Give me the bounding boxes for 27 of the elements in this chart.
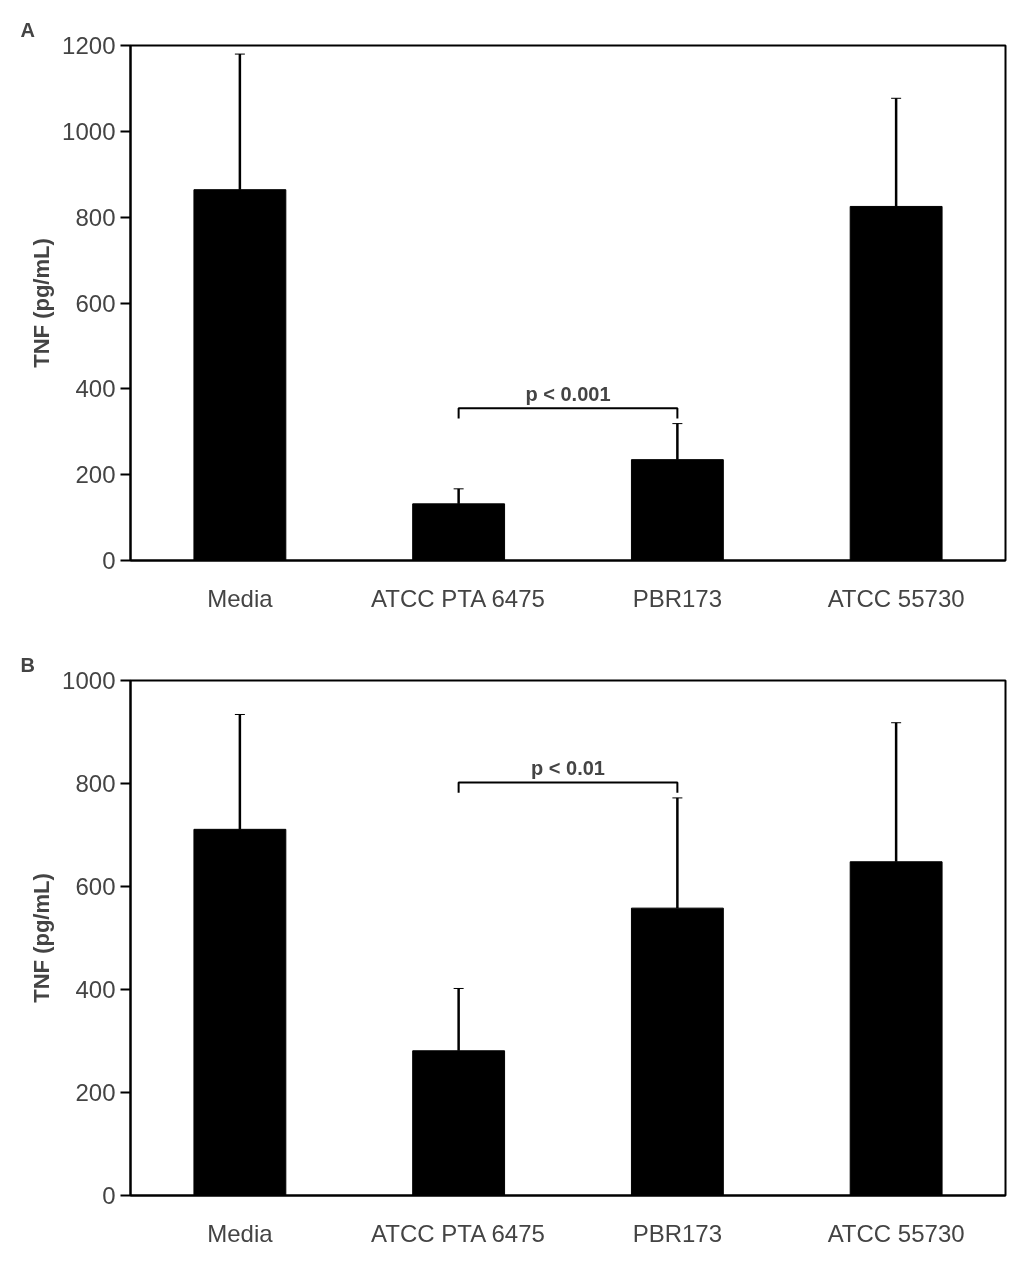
chart-title: A <box>20 18 35 41</box>
x-tick-label: ATCC 55730 <box>827 584 965 612</box>
y-axis-title: TNF (pg/mL) <box>29 238 55 368</box>
x-tick-label: ATCC PTA 6475 <box>371 584 545 612</box>
y-tick-label: 200 <box>75 1079 116 1106</box>
y-tick-label: 800 <box>75 770 116 797</box>
annotation: p < 0.01 <box>531 757 605 780</box>
x-tick-label: Media <box>207 1219 274 1247</box>
y-tick-label: 400 <box>75 976 116 1003</box>
y-axis-title: TNF (pg/mL) <box>29 873 55 1003</box>
y-tick-label: 1000 <box>62 667 116 694</box>
x-tick-label: ATCC PTA 6475 <box>371 1219 545 1247</box>
y-tick-label: 200 <box>75 461 116 489</box>
y-tick-label: 400 <box>75 375 116 403</box>
y-tick-label: 1000 <box>62 117 116 145</box>
y-tick-label: 800 <box>75 203 116 231</box>
y-tick-label: 600 <box>75 873 116 900</box>
x-tick-label: PBR173 <box>632 584 723 612</box>
x-tick-label: ATCC 55730 <box>827 1219 965 1247</box>
y-tick-label: 0 <box>102 547 116 574</box>
x-tick-label: PBR173 <box>632 1219 723 1247</box>
chart-title: B <box>20 653 35 676</box>
y-tick-label: 0 <box>102 1182 116 1209</box>
x-tick-label: Media <box>207 584 274 612</box>
y-tick-label: 1200 <box>62 32 116 59</box>
annotation: p < 0.001 <box>525 383 611 406</box>
y-tick-label: 600 <box>75 289 116 317</box>
